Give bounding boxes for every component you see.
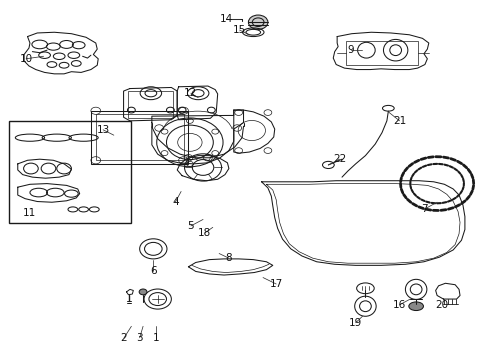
Text: 5: 5 bbox=[187, 221, 194, 231]
Text: 4: 4 bbox=[172, 197, 178, 207]
Text: 15: 15 bbox=[232, 25, 246, 35]
Text: 20: 20 bbox=[434, 300, 447, 310]
Text: 16: 16 bbox=[392, 300, 406, 310]
Text: 17: 17 bbox=[269, 279, 282, 289]
Text: 1: 1 bbox=[152, 333, 159, 343]
Text: 22: 22 bbox=[332, 154, 346, 164]
Bar bbox=[96, 114, 183, 160]
Text: 3: 3 bbox=[136, 333, 142, 343]
Text: 6: 6 bbox=[150, 266, 156, 276]
Bar bbox=[91, 111, 188, 164]
Bar bbox=[345, 41, 417, 65]
Text: 9: 9 bbox=[347, 45, 353, 55]
Ellipse shape bbox=[248, 15, 267, 30]
Text: 18: 18 bbox=[198, 228, 211, 238]
Text: 12: 12 bbox=[184, 88, 197, 98]
Text: 19: 19 bbox=[348, 318, 362, 328]
Text: 8: 8 bbox=[225, 253, 232, 263]
Text: 7: 7 bbox=[420, 204, 427, 215]
Bar bbox=[9, 121, 131, 223]
Text: 2: 2 bbox=[121, 333, 127, 343]
Text: 13: 13 bbox=[96, 125, 109, 135]
Ellipse shape bbox=[139, 289, 147, 295]
Text: 14: 14 bbox=[219, 14, 232, 24]
Ellipse shape bbox=[408, 302, 423, 311]
Text: 11: 11 bbox=[22, 208, 36, 218]
Text: 21: 21 bbox=[392, 116, 406, 126]
Text: 10: 10 bbox=[20, 54, 33, 64]
Bar bbox=[128, 91, 173, 118]
